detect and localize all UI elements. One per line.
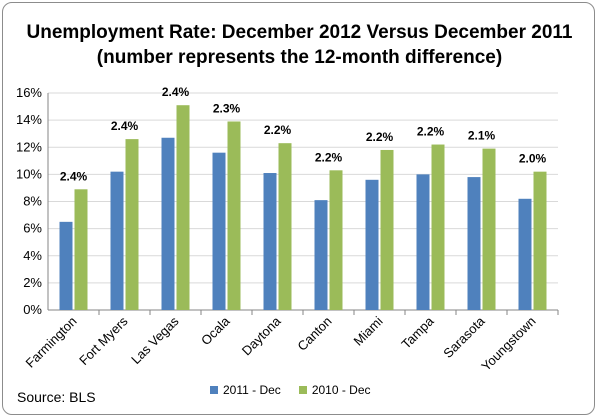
difference-label: 2.4% [162, 85, 190, 99]
legend-swatch-2011 [210, 386, 218, 394]
difference-label: 2.4% [60, 169, 88, 183]
difference-label: 2.2% [264, 123, 292, 137]
y-tick-label: 14% [16, 112, 42, 127]
bar-2011-canton [314, 200, 328, 310]
difference-label: 2.2% [417, 125, 445, 139]
bar-2010-youngstown [533, 171, 547, 310]
x-tick-label: Tampa [398, 313, 437, 352]
x-tick-label: Ocala [198, 313, 233, 348]
x-tick-label: Miami [350, 313, 385, 348]
difference-label: 2.4% [111, 119, 139, 133]
y-tick-label: 0% [23, 302, 42, 317]
y-tick-label: 2% [23, 275, 42, 290]
x-tick-label: Farmington [23, 314, 80, 371]
bar-2010-ocala [227, 121, 241, 310]
bar-2011-sarasota [467, 177, 481, 310]
difference-label: 2.1% [468, 129, 496, 143]
legend-swatch-2010 [298, 386, 307, 394]
bar-2011-las-vegas [161, 137, 175, 310]
y-tick-label: 16% [16, 85, 42, 100]
bar-2010-daytona [278, 143, 292, 310]
legend-label-2011: 2011 - Dec [223, 383, 281, 397]
bar-2011-farmington [59, 221, 73, 310]
y-tick-label: 4% [23, 248, 42, 263]
bar-2011-daytona [263, 173, 277, 310]
y-tick-label: 10% [16, 166, 42, 181]
y-tick-label: 12% [16, 139, 42, 154]
bar-2010-farmington [74, 189, 88, 310]
bar-2011-fort-myers [110, 171, 124, 310]
bar-2011-ocala [212, 152, 226, 310]
y-tick-label: 8% [23, 194, 42, 209]
chart-title: Unemployment Rate: December 2012 Versus … [26, 22, 573, 43]
chart-frame [2, 2, 595, 415]
x-tick-label: Las Vegas [128, 313, 182, 367]
legend: 2011 - Dec 2010 - Dec [210, 383, 389, 397]
source-note: Source: BLS [17, 389, 96, 405]
bar-2010-sarasota [482, 148, 496, 310]
legend-item-2010: 2010 - Dec [298, 383, 371, 397]
bar-2011-tampa [416, 174, 430, 310]
bar-2010-fort-myers [125, 139, 139, 310]
x-tick-label: Canton [294, 314, 334, 354]
x-tick-label: Daytona [239, 313, 284, 358]
bar-2011-youngstown [518, 198, 532, 310]
bar-2010-miami [380, 149, 394, 310]
x-tick-label: Sarasota [440, 313, 488, 361]
bar-2010-canton [329, 170, 343, 310]
y-tick-label: 6% [23, 221, 42, 236]
legend-item-2011: 2011 - Dec [210, 383, 281, 397]
difference-label: 2.2% [366, 130, 394, 144]
x-tick-label: Youngstown [478, 314, 538, 374]
legend-label-2010: 2010 - Dec [311, 383, 371, 397]
difference-label: 2.3% [213, 101, 241, 115]
difference-label: 2.0% [519, 152, 547, 166]
bar-2010-tampa [431, 144, 445, 310]
bar-2010-las-vegas [176, 105, 190, 310]
x-tick-label: Fort Myers [76, 313, 131, 368]
chart-subtitle: (number represents the 12-month differen… [96, 47, 503, 68]
difference-label: 2.2% [315, 150, 343, 164]
bar-2011-miami [365, 179, 379, 310]
